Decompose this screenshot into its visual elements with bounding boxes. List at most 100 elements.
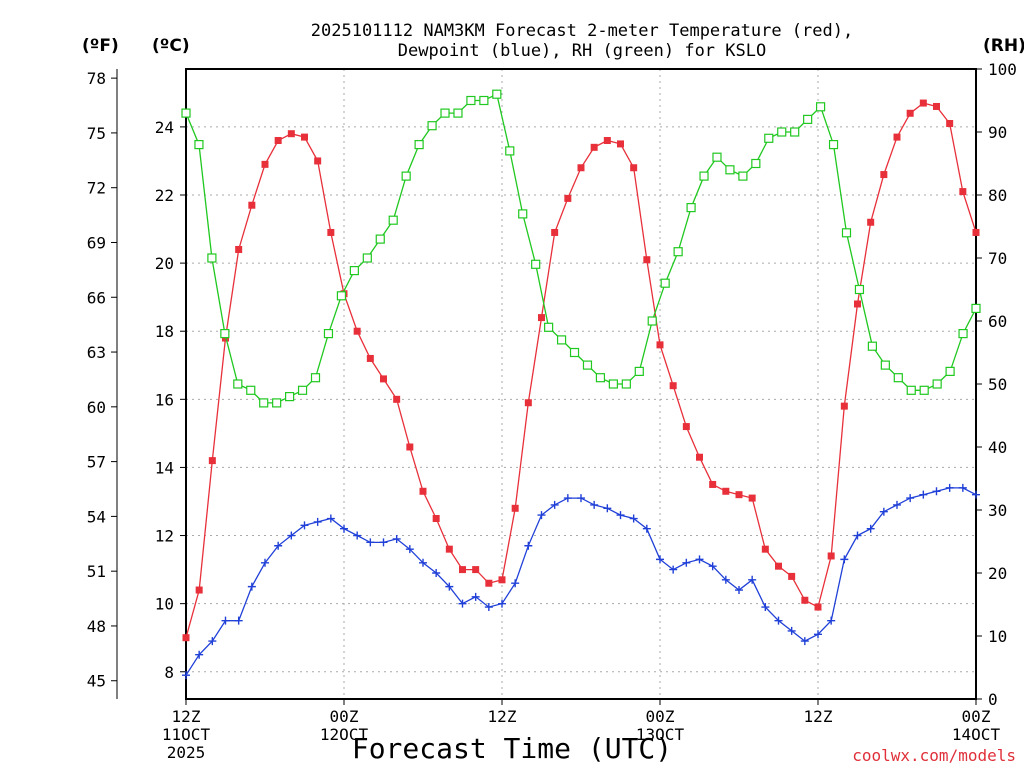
data-point	[195, 650, 204, 659]
series-temperature	[182, 99, 980, 642]
data-point	[777, 127, 787, 137]
data-point	[326, 514, 335, 523]
data-point	[388, 215, 398, 225]
data-point	[919, 490, 928, 499]
fahrenheit-tick-label: 45	[87, 672, 106, 691]
data-point	[815, 102, 826, 112]
rh-axis-label: (RH)	[983, 36, 1024, 56]
data-point	[234, 616, 243, 625]
data-point	[569, 347, 580, 358]
data-point	[682, 423, 690, 431]
data-point	[827, 552, 835, 560]
data-point	[484, 603, 493, 612]
fahrenheit-tick-label: 66	[87, 288, 106, 307]
data-point	[603, 137, 611, 145]
fahrenheit-tick-label: 48	[87, 617, 106, 636]
rh-tick-label: 50	[988, 375, 1007, 394]
data-point	[511, 504, 519, 512]
data-point	[353, 327, 361, 335]
celsius-axis-label: (ºC)	[152, 36, 190, 56]
data-point	[958, 329, 968, 339]
data-point	[285, 392, 295, 402]
rh-tick-label: 90	[988, 123, 1007, 142]
data-point	[323, 329, 334, 339]
time-tick-label: 11OCT	[162, 725, 211, 744]
data-point	[669, 382, 677, 390]
data-point	[945, 483, 954, 492]
data-point	[853, 531, 862, 540]
data-point	[656, 341, 664, 349]
data-point	[419, 558, 427, 567]
data-point	[414, 140, 424, 150]
fahrenheit-tick-label: 69	[87, 233, 106, 252]
data-point	[261, 160, 269, 168]
celsius-tick-label: 24	[155, 118, 174, 137]
data-point	[590, 143, 598, 151]
rh-tick-label: 10	[988, 627, 1007, 646]
series-rh	[181, 89, 981, 408]
fahrenheit-tick-label: 57	[87, 453, 106, 472]
celsius-tick-label: 10	[155, 595, 174, 614]
data-point	[621, 379, 631, 389]
data-point	[761, 545, 769, 553]
data-point	[919, 99, 927, 107]
data-point	[405, 545, 414, 554]
data-point	[531, 259, 541, 269]
data-point	[538, 314, 545, 322]
data-point	[445, 582, 454, 591]
data-point	[893, 133, 901, 141]
data-point	[453, 108, 463, 118]
data-point	[880, 360, 890, 370]
data-point	[748, 494, 756, 502]
data-point	[498, 576, 506, 584]
data-point	[459, 566, 466, 574]
celsius-tick-label: 16	[155, 390, 174, 409]
data-point	[195, 586, 203, 594]
data-point	[246, 385, 256, 395]
data-point	[867, 341, 877, 351]
fahrenheit-tick-label: 78	[87, 69, 106, 88]
data-point	[879, 507, 888, 516]
data-point	[301, 133, 308, 141]
data-point	[629, 514, 638, 523]
celsius-tick-label: 22	[155, 186, 174, 205]
data-point	[366, 538, 375, 547]
data-point	[774, 616, 783, 625]
data-point	[725, 165, 735, 175]
data-point	[647, 316, 657, 326]
data-point	[880, 171, 888, 179]
data-point	[577, 494, 585, 503]
data-point	[840, 555, 849, 564]
data-point	[564, 194, 572, 202]
data-point	[518, 209, 528, 219]
data-point	[182, 671, 190, 680]
data-point	[595, 373, 606, 383]
data-point	[932, 487, 941, 496]
data-point	[761, 603, 770, 612]
fahrenheit-tick-label: 51	[87, 562, 106, 581]
data-point	[297, 385, 308, 395]
data-point	[419, 487, 427, 495]
celsius-tick-label: 14	[155, 458, 174, 477]
series-line	[185, 102, 977, 638]
data-point	[590, 500, 599, 509]
data-point	[972, 228, 980, 236]
data-point	[764, 133, 774, 143]
data-point	[814, 603, 822, 611]
data-point	[686, 203, 696, 213]
data-point	[274, 541, 283, 550]
data-point	[660, 278, 670, 288]
data-point	[349, 266, 359, 276]
data-point	[933, 102, 940, 110]
data-point	[401, 171, 411, 181]
data-point	[790, 127, 800, 137]
data-point	[274, 137, 282, 145]
data-point	[919, 385, 929, 395]
data-point	[800, 637, 809, 646]
time-tick-label: 13OCT	[636, 725, 685, 744]
data-point	[643, 256, 651, 264]
data-point	[959, 188, 967, 196]
chart-title-line2: Dewpoint (blue), RH (green) for KSLO	[398, 41, 766, 61]
